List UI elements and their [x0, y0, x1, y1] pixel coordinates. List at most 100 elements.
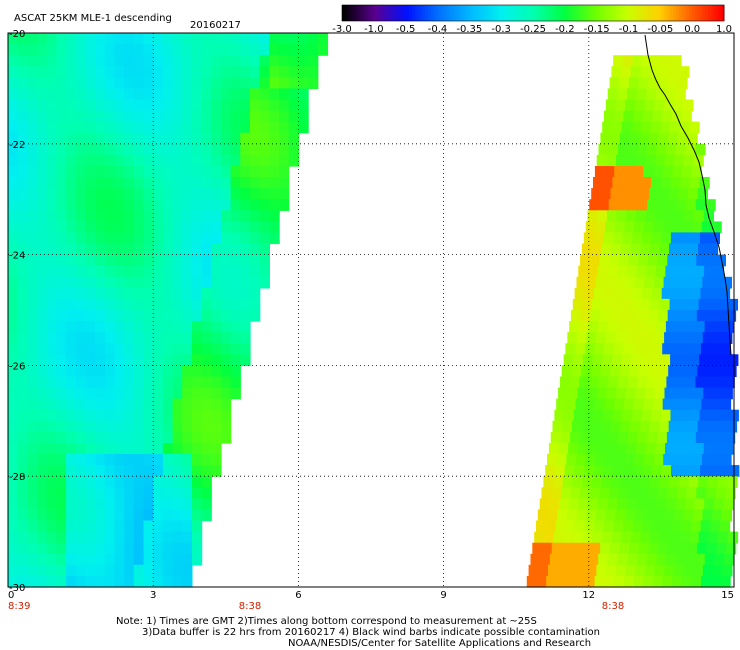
- heatmap-cell: [611, 66, 622, 78]
- heatmap-cell: [671, 287, 682, 300]
- axis-labels: 0 3 6 9 12 15-20-22-24-26-28-308:39 8:38 8:38: [8, 29, 734, 612]
- heatmap-cell: [657, 254, 668, 267]
- heatmap-cell: [570, 487, 581, 499]
- heatmap-cell: [555, 575, 567, 588]
- heatmap-cell: [85, 542, 96, 555]
- heatmap-cell: [114, 542, 125, 555]
- heatmap-cell: [230, 143, 241, 156]
- colorbar-segment: [596, 5, 601, 21]
- heatmap-cell: [17, 398, 28, 411]
- heatmap-cell: [658, 365, 669, 378]
- heatmap-cell: [201, 287, 212, 300]
- heatmap-cell: [153, 143, 164, 156]
- heatmap-cell: [201, 310, 212, 322]
- heatmap-cell: [8, 398, 19, 411]
- heatmap-cell: [250, 254, 261, 267]
- heatmap-cell: [661, 287, 672, 300]
- heatmap-cell: [153, 542, 164, 555]
- heatmap-cell: [37, 177, 48, 189]
- colorbar-segment: [497, 5, 502, 21]
- heatmap-cell: [37, 454, 48, 466]
- heatmap-cell: [561, 365, 572, 378]
- heatmap-cell: [221, 210, 232, 222]
- heatmap-cell: [221, 221, 232, 234]
- heatmap-cell: [250, 66, 261, 78]
- heatmap-cell: [279, 143, 290, 156]
- heatmap-cell: [211, 110, 222, 123]
- heatmap-cell: [27, 121, 38, 134]
- heatmap-cell: [8, 55, 19, 67]
- heatmap-cell: [298, 44, 309, 56]
- heatmap-cell: [642, 110, 654, 123]
- heatmap-cell: [162, 365, 174, 378]
- heatmap-cell: [694, 498, 705, 511]
- heatmap-cell: [37, 188, 48, 200]
- heatmap-cell: [56, 476, 67, 488]
- heatmap-cell: [46, 454, 57, 466]
- heatmap-cell: [27, 154, 38, 167]
- heatmap-cell: [191, 498, 203, 511]
- heatmap-cell: [133, 542, 145, 555]
- heatmap-cell: [153, 398, 164, 411]
- heatmap-cell: [643, 575, 654, 588]
- heatmap-cell: [645, 154, 656, 167]
- colorbar-segment: [583, 5, 588, 21]
- heatmap-cell: [85, 77, 96, 89]
- heatmap-cell: [182, 531, 193, 544]
- heatmap-cell: [75, 443, 87, 455]
- heatmap-cell: [162, 310, 174, 322]
- heatmap-cell: [607, 553, 619, 566]
- colorbar-segment: [415, 5, 419, 21]
- colorbar-segment: [653, 5, 658, 21]
- heatmap-cell: [250, 177, 261, 189]
- heatmap-cell: [46, 143, 57, 156]
- heatmap-cell: [95, 221, 106, 234]
- heatmap-cell: [37, 221, 48, 234]
- time-label: 8:39: [8, 601, 30, 612]
- heatmap-cell: [650, 121, 661, 134]
- heatmap-cell: [668, 420, 679, 433]
- heatmap-cell: [85, 365, 96, 378]
- heatmap-cell: [46, 431, 57, 444]
- heatmap-cell: [124, 321, 135, 333]
- heatmap-cell: [221, 199, 232, 211]
- heatmap-cell: [259, 232, 270, 245]
- heatmap-cell: [711, 221, 722, 234]
- heatmap-cell: [8, 365, 19, 378]
- heatmap-cell: [201, 110, 212, 123]
- heatmap-cell: [8, 265, 19, 278]
- heatmap-cell: [230, 33, 241, 45]
- heatmap-cell: [37, 298, 48, 311]
- heatmap-cell: [591, 476, 603, 488]
- heatmap-cell: [211, 188, 222, 200]
- heatmap-cell: [259, 44, 270, 56]
- heatmap-cell: [162, 210, 174, 222]
- heatmap-cell: [629, 310, 640, 322]
- heatmap-cell: [230, 332, 241, 344]
- heatmap-cell: [702, 276, 713, 289]
- x-tick-label: 0: [8, 590, 14, 601]
- heatmap-cell: [221, 310, 232, 322]
- heatmap-cell: [230, 166, 241, 178]
- heatmap-cell: [702, 564, 714, 577]
- colorbar-segment: [373, 5, 378, 21]
- heatmap-cell: [584, 575, 596, 588]
- heatmap-cell: [162, 265, 174, 278]
- heatmap-cell: [620, 420, 631, 433]
- heatmap-cell: [46, 476, 57, 488]
- heatmap-cell: [133, 398, 145, 411]
- heatmap-cell: [627, 143, 638, 156]
- heatmap-cell: [629, 188, 641, 200]
- heatmap-cell: [652, 520, 663, 533]
- heatmap-cell: [85, 188, 96, 200]
- colorbar-segment: [396, 5, 400, 21]
- heatmap-cell: [298, 66, 309, 78]
- heatmap-cell: [701, 454, 713, 466]
- heatmap-cell: [133, 332, 145, 344]
- heatmap-cell: [162, 443, 174, 455]
- heatmap-cell: [66, 465, 77, 477]
- heatmap-cell: [17, 199, 28, 211]
- heatmap-cell: [250, 310, 261, 322]
- heatmap-cell: [587, 210, 598, 222]
